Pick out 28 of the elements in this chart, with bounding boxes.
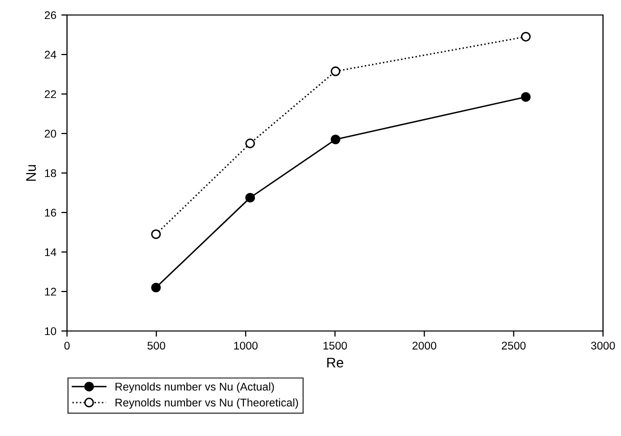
point (330, 134, 340, 144)
y-tick-label: 20 (44, 130, 56, 138)
y-tick-label: 18 (45, 169, 56, 178)
x-axis-title: Re (327, 358, 344, 368)
y-tick-label: 10 (45, 327, 56, 336)
point (330, 66, 340, 76)
point (245, 138, 255, 148)
y-tick-label: 14 (45, 248, 56, 256)
x-tick-label: 2500 (502, 342, 526, 350)
y-tick-label: 16 (45, 208, 56, 217)
legend-label: Reynolds number vs Nu (Theoretical) (116, 398, 298, 409)
x-tick-label: 1500 (323, 342, 347, 350)
point (520, 32, 531, 42)
y-tick-label: 22 (44, 90, 56, 98)
point (151, 282, 161, 292)
point (151, 229, 161, 240)
x-tick-label: 0 (64, 342, 70, 350)
x-tick-label: 2000 (412, 342, 436, 350)
y-tick-label: 12 (45, 288, 56, 296)
point (520, 92, 531, 102)
legend-label: Reynolds number vs Nu (Actual) (116, 382, 274, 393)
x-tick-label: 500 (148, 342, 166, 350)
y-tick-label: 26 (44, 11, 56, 20)
x-tick-label: 3000 (591, 342, 615, 350)
y-axis-title: Nu (26, 165, 36, 181)
x-tick-label: 1000 (234, 342, 258, 350)
point (245, 192, 255, 203)
y-tick-label: 24 (44, 50, 56, 59)
